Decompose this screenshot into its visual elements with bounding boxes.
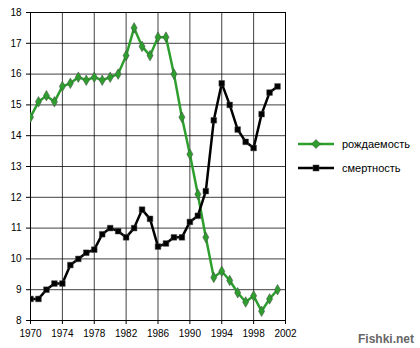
svg-text:1978: 1978	[83, 328, 106, 339]
svg-text:1986: 1986	[147, 328, 170, 339]
svg-text:13: 13	[10, 161, 22, 172]
html-text:рождаемость: рождаемость	[342, 138, 411, 150]
svg-text:15: 15	[10, 99, 22, 110]
svg-text:1982: 1982	[115, 328, 138, 339]
svg-text:1970: 1970	[19, 328, 42, 339]
svg-text:11: 11	[11, 222, 22, 233]
html-text:смертность: смертность	[342, 162, 401, 174]
svg-text:1990: 1990	[179, 328, 202, 339]
svg-text:1994: 1994	[211, 328, 234, 339]
svg-text:9: 9	[16, 284, 22, 295]
svg-text:1998: 1998	[243, 328, 266, 339]
svg-text:14: 14	[10, 130, 22, 141]
svg-text:2002: 2002	[274, 328, 297, 339]
svg-text:1974: 1974	[51, 328, 74, 339]
svg-text:16: 16	[10, 68, 22, 79]
svg-text:17: 17	[10, 38, 22, 49]
html-text:Fishki.net: Fishki.net	[358, 332, 414, 346]
svg-text:10: 10	[10, 253, 22, 264]
svg-text:12: 12	[10, 192, 22, 203]
svg-text:18: 18	[10, 7, 22, 18]
svg-text:8: 8	[16, 315, 22, 326]
